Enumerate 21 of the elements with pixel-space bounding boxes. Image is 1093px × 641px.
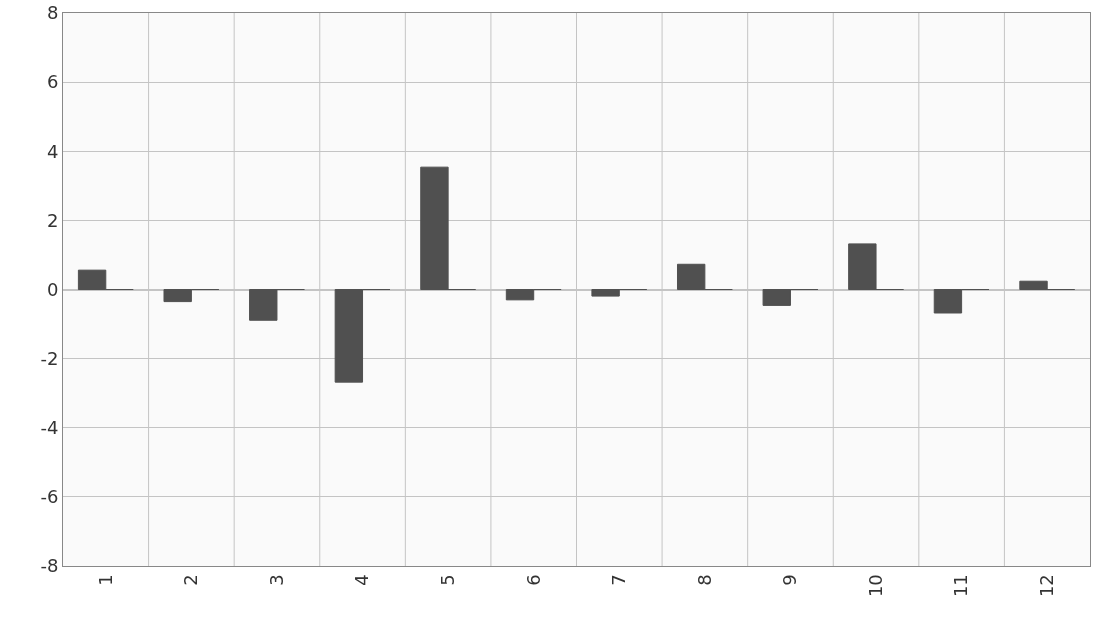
x-tick-label: 1 — [94, 574, 116, 586]
y-tick-label: -6 — [40, 486, 59, 508]
y-tick-label: -8 — [40, 555, 59, 577]
y-tick-label: 8 — [46, 2, 59, 24]
y-tick-label: 0 — [46, 278, 59, 300]
x-tick-label: 10 — [864, 574, 886, 598]
y-tick-label: 2 — [46, 209, 59, 231]
x-tick-label: 7 — [608, 574, 630, 586]
x-tick-label: 2 — [180, 574, 202, 586]
x-tick-label: 4 — [351, 574, 373, 586]
x-tick-label: 11 — [950, 574, 972, 598]
y-tick-label: -4 — [40, 417, 59, 439]
y-tick-label: 4 — [46, 140, 59, 162]
y-tick-label: -2 — [40, 347, 59, 369]
x-tick-label: 9 — [779, 574, 801, 586]
x-tick-label: 6 — [522, 574, 544, 586]
x-tick-label: 3 — [265, 574, 287, 586]
x-tick-label: 12 — [1036, 574, 1058, 598]
x-tick-label: 5 — [436, 574, 458, 586]
x-tick-label: 8 — [693, 574, 715, 586]
y-tick-label: 6 — [46, 71, 59, 93]
